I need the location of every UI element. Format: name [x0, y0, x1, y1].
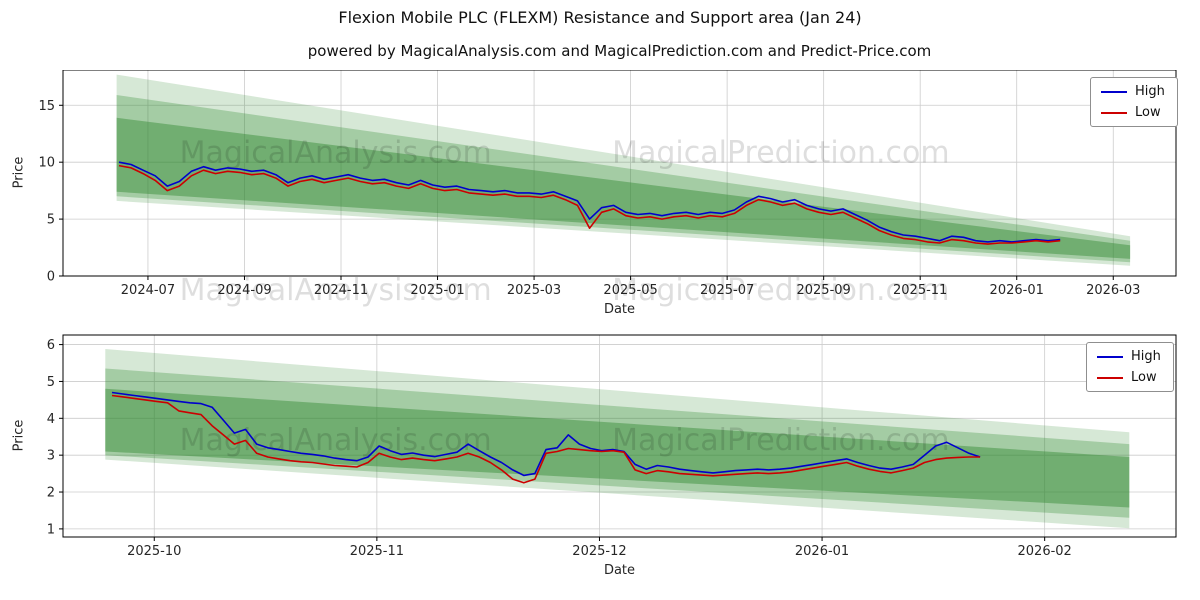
svg-text:1: 1 — [47, 522, 55, 537]
legend-label-high: High — [1131, 349, 1161, 364]
svg-text:5: 5 — [47, 375, 55, 390]
svg-text:2026-03: 2026-03 — [1086, 283, 1140, 298]
svg-text:Date: Date — [604, 563, 635, 578]
legend-item-low: Low — [1101, 105, 1165, 120]
high-line-swatch — [1097, 355, 1123, 358]
legend-label-low: Low — [1131, 370, 1157, 385]
svg-text:0: 0 — [47, 270, 55, 285]
figure-title: Flexion Mobile PLC (FLEXM) Resistance an… — [338, 8, 862, 27]
high-line-swatch — [1101, 90, 1127, 93]
svg-text:MagicalAnalysis.com: MagicalAnalysis.com — [180, 135, 492, 170]
top-legend: High Low — [1090, 77, 1178, 127]
svg-text:MagicalPrediction.com: MagicalPrediction.com — [612, 135, 950, 170]
svg-text:2024-11: 2024-11 — [314, 283, 368, 298]
svg-text:2025-01: 2025-01 — [410, 283, 464, 298]
svg-text:MagicalAnalysis.com: MagicalAnalysis.com — [180, 273, 492, 308]
legend-item-high: High — [1097, 349, 1161, 364]
svg-text:MagicalPrediction.com: MagicalPrediction.com — [612, 273, 950, 308]
svg-text:4: 4 — [47, 412, 55, 427]
svg-text:6: 6 — [47, 338, 55, 353]
svg-text:2025-11: 2025-11 — [893, 283, 947, 298]
svg-text:2024-09: 2024-09 — [217, 283, 271, 298]
bottom-chart-canvas: MagicalAnalysis.com MagicalPrediction.com… — [47, 334, 1177, 578]
low-line-swatch — [1101, 111, 1127, 114]
svg-text:5: 5 — [47, 213, 55, 228]
low-line-swatch — [1097, 376, 1123, 379]
svg-text:2026-02: 2026-02 — [1018, 544, 1072, 559]
svg-text:2025-07: 2025-07 — [700, 283, 754, 298]
svg-text:10: 10 — [38, 156, 55, 171]
svg-text:2025-11: 2025-11 — [350, 544, 404, 559]
figure-subtitle: powered by MagicalAnalysis.com and Magic… — [307, 42, 932, 60]
svg-text:2025-05: 2025-05 — [603, 283, 657, 298]
legend-item-high: High — [1101, 84, 1165, 99]
top-chart-canvas: MagicalAnalysis.com MagicalPrediction.com… — [38, 70, 1177, 317]
legend-label-high: High — [1135, 84, 1165, 99]
svg-text:MagicalAnalysis.com: MagicalAnalysis.com — [180, 423, 492, 458]
bottom-legend: High Low — [1086, 342, 1174, 392]
svg-text:Date: Date — [604, 302, 635, 317]
svg-text:2024-07: 2024-07 — [121, 283, 175, 298]
svg-text:15: 15 — [38, 99, 55, 114]
svg-text:2025-12: 2025-12 — [572, 544, 626, 559]
svg-text:2025-09: 2025-09 — [796, 283, 850, 298]
svg-text:2025-03: 2025-03 — [507, 283, 561, 298]
svg-text:MagicalPrediction.com: MagicalPrediction.com — [612, 423, 950, 458]
legend-item-low: Low — [1097, 370, 1161, 385]
svg-text:2026-01: 2026-01 — [795, 544, 849, 559]
legend-label-low: Low — [1135, 105, 1161, 120]
svg-text:2: 2 — [47, 486, 55, 501]
svg-text:3: 3 — [47, 449, 55, 464]
svg-text:2026-01: 2026-01 — [990, 283, 1044, 298]
svg-text:2025-10: 2025-10 — [127, 544, 181, 559]
